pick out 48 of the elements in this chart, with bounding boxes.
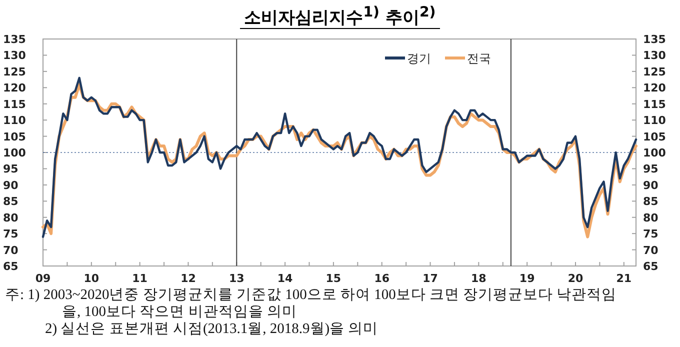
x-tick-label: 18 [471,272,486,285]
x-tick-label: 16 [374,272,390,285]
y-tick-label: 120 [3,82,26,95]
x-tick-label: 09 [35,272,51,285]
y-tick-label: 85 [3,195,18,208]
y2-tick-label: 115 [643,98,666,111]
y-tick-label: 110 [3,114,26,128]
y2-tick-label: 120 [643,82,666,95]
y2-tick-label: 80 [643,211,659,224]
x-tick-label: 13 [228,272,244,285]
y2-tick-label: 85 [643,195,658,208]
x-tick-label: 15 [326,272,342,285]
y2-tick-label: 110 [643,114,666,128]
y2-tick-label: 90 [643,178,659,192]
y-tick-label: 95 [3,162,18,176]
y2-tick-label: 100 [643,146,666,160]
y2-tick-label: 75 [643,228,658,241]
y2-tick-label: 125 [643,65,666,78]
y-tick-label: 80 [3,211,19,224]
x-tick-label: 11 [132,272,148,285]
y-tick-label: 75 [3,228,18,241]
y-tick-label: 90 [3,178,19,192]
y2-tick-label: 70 [643,244,659,257]
y-tick-label: 135 [3,33,26,46]
y2-tick-label: 95 [643,162,658,176]
y-tick-label: 130 [3,49,26,62]
x-tick-label: 12 [180,272,196,285]
y-tick-label: 105 [3,130,26,144]
text: 2) 실선은 표본개편 시점(2013.1월, 2018.9월)을 의미 [45,321,380,338]
x-tick-label: 17 [422,272,438,285]
text: 주: 1) 2003~2020년중 장기평균치를 기준값 100으로 하여 100보다 크면 장기평균보다 낙관적임을, 100보다 작으면 비관적임을 의미 [5,287,618,321]
chart-title: 소비자심리지수$^{1)}$ 추이$^{2)}$ [243,4,437,29]
y-tick-label: 125 [3,65,26,78]
y2-tick-label: 105 [643,130,666,144]
x-tick-label: 10 [84,272,100,285]
x-tick-label: 20 [568,272,584,285]
y-tick-label: 70 [3,244,19,257]
legend-label: 전국 [467,52,491,66]
y-tick-label: 115 [3,98,26,111]
x-tick-label: 19 [519,272,535,285]
y2-tick-label: 135 [643,33,666,46]
y2-tick-label: 130 [643,49,666,62]
y2-tick-label: 65 [643,260,658,273]
y-tick-label: 100 [3,146,26,160]
x-tick-label: 21 [616,272,632,285]
legend-label: 경기 [407,52,431,66]
y-tick-label: 65 [3,260,18,273]
x-tick-label: 14 [277,272,294,285]
